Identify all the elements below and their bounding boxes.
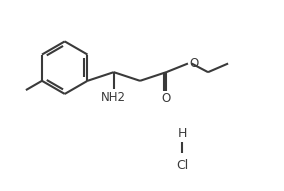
Text: O: O: [189, 57, 199, 70]
Text: NH2: NH2: [101, 91, 126, 104]
Text: O: O: [162, 92, 171, 105]
Text: Cl: Cl: [176, 159, 188, 172]
Text: H: H: [178, 127, 187, 140]
